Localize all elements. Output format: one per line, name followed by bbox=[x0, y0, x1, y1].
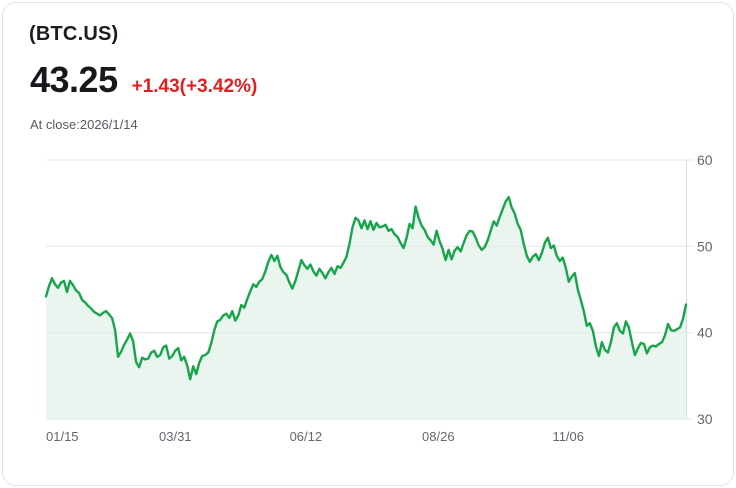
x-axis-label-4: 11/06 bbox=[552, 429, 584, 444]
price-change: +1.43(+3.42%) bbox=[131, 76, 258, 97]
x-axis-label-3: 08/26 bbox=[422, 429, 455, 444]
y-axis-label-50: 50 bbox=[697, 238, 713, 254]
x-axis-label-2: 06/12 bbox=[290, 429, 323, 444]
last-price: 43.25 bbox=[30, 59, 118, 100]
as-of-timestamp: At close:2026/1/14 bbox=[30, 117, 138, 132]
y-axis-label-30: 30 bbox=[697, 411, 713, 427]
price-row: 43.25 +1.43(+3.42%) bbox=[30, 59, 257, 101]
price-chart-svg[interactable]: 60 50 40 30 01/15 03/31 06/12 08/26 11/06 bbox=[3, 3, 734, 486]
y-axis-label-40: 40 bbox=[697, 325, 713, 341]
price-line bbox=[44, 195, 688, 381]
y-axis-label-60: 60 bbox=[697, 152, 713, 168]
price-area-fill bbox=[46, 197, 686, 419]
card-header: (BTC.US) bbox=[29, 23, 707, 46]
x-axis-label-1: 03/31 bbox=[159, 429, 192, 444]
x-axis-label-0: 01/15 bbox=[46, 429, 79, 444]
chart-area: 60 50 40 30 01/15 03/31 06/12 08/26 11/06 bbox=[3, 3, 733, 485]
ticker-symbol: (BTC.US) bbox=[29, 23, 119, 45]
